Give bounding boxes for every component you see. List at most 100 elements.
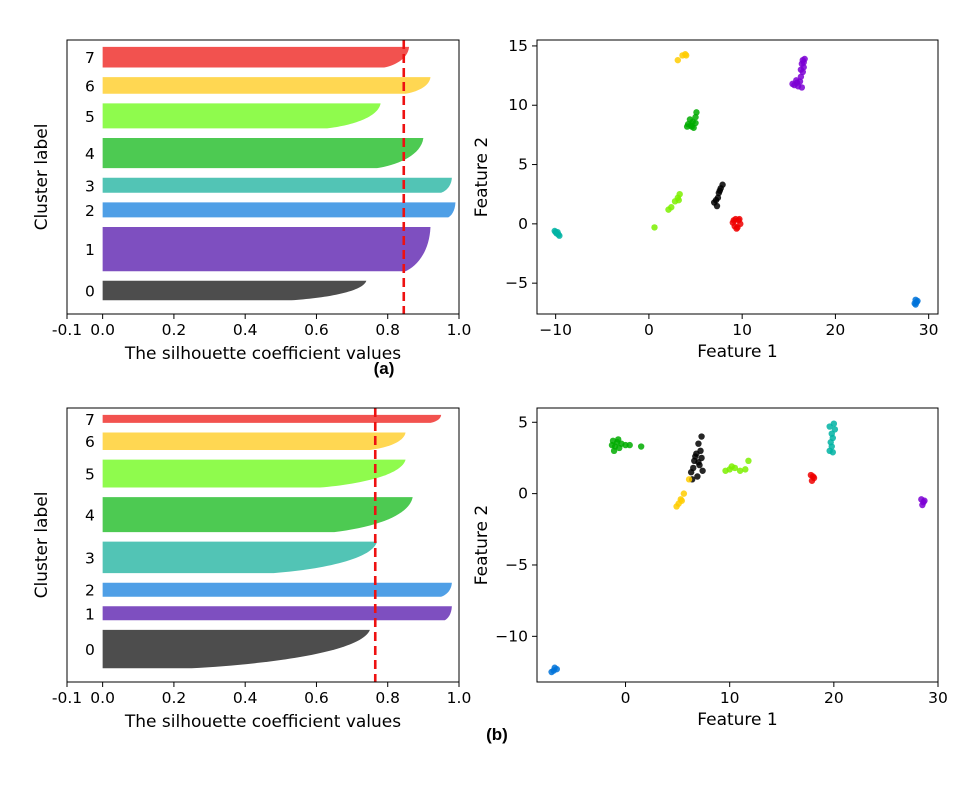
scatter-point-a-c6-2 — [674, 56, 682, 64]
cluster-label-b-0: 0 — [85, 641, 95, 659]
silhouette-bar-b-cluster-5 — [102, 459, 406, 488]
silhouette-bar-b-cluster-3 — [102, 541, 378, 574]
scatter-point-b-c4-4 — [608, 441, 616, 449]
scatter-point-b-c4-10 — [615, 436, 622, 443]
x-tick-label-sil-b: 0.8 — [375, 689, 400, 707]
silhouette-bar-a-cluster-4 — [102, 137, 424, 169]
x-tick-label-sil-b: 0.2 — [162, 689, 187, 707]
silhouette-plot-a: 0 1 2 3 4 5 6 7 -0.1 0.0 0.2 0.4 0.6 0.8 1.0 The silhou… — [32, 39, 472, 364]
cluster-label-a-7: 7 — [85, 49, 95, 67]
scatter-point-b-c4-9 — [610, 447, 618, 455]
x-tick-label-sc-a: −10 — [539, 321, 572, 339]
silhouette-bar-a-cluster-1 — [102, 226, 431, 272]
scatter-point-b-c7-3 — [809, 473, 817, 480]
scatter-point-b-c5-6 — [728, 463, 735, 470]
cluster-label-b-5: 5 — [85, 466, 95, 484]
x-tick-label-sil-b: -0.1 — [52, 689, 82, 707]
scatter-point-b-c3-8 — [829, 449, 837, 456]
silhouette-bar-a-cluster-5 — [102, 103, 381, 129]
cluster-label-b-1: 1 — [85, 605, 95, 623]
y-tick-label-sc-a: 0 — [518, 215, 528, 233]
scatter-point-a-c1-5 — [797, 73, 805, 80]
x-tick-label-sc-b: 10 — [720, 689, 740, 707]
scatter-point-a-c0-5 — [713, 202, 721, 210]
y-tick-label-sc-a: −5 — [505, 274, 528, 292]
scatter-point-a-c5-6 — [675, 196, 682, 204]
x-tick-label-sil-a: 0.8 — [375, 321, 400, 339]
scatter-point-a-c2-4 — [912, 301, 919, 308]
y-tick-label-sc-a: 10 — [508, 96, 528, 114]
panel-label-b: (b) — [486, 725, 508, 744]
x-tick-label-sil-b: 1.0 — [447, 689, 472, 707]
scatter-point-a-c6-3 — [683, 52, 690, 59]
x-tick-label-sc-b: 0 — [621, 689, 631, 707]
silhouette-bar-b-cluster-6 — [102, 432, 406, 450]
scatter-point-a-c1-13 — [797, 66, 805, 73]
silhouette-bar-a-cluster-0 — [102, 280, 367, 301]
x-tick-label-sc-a: 20 — [826, 321, 846, 339]
cluster-label-a-3: 3 — [85, 177, 95, 195]
scatter-point-b-c5-4 — [742, 466, 749, 473]
scatter-point-a-c1-14 — [793, 79, 801, 86]
x-tick-label-sil-a: 1.0 — [447, 321, 472, 339]
cluster-label-b-6: 6 — [85, 433, 95, 451]
scatter-point-b-c4-8 — [637, 443, 645, 450]
y-tick-label-sc-a: 15 — [508, 37, 528, 55]
x-tick-label-sil-a: 0.0 — [90, 321, 115, 339]
scatter-point-a-c4-6 — [686, 116, 694, 123]
scatter-point-b-c6-4 — [678, 497, 685, 504]
silhouette-bar-a-cluster-6 — [102, 77, 431, 94]
x-tick-label-sc-a: 30 — [919, 321, 939, 339]
silhouette-bar-b-cluster-7 — [102, 414, 442, 423]
scatter-point-a-c4-0 — [693, 109, 700, 116]
y-tick-label-sc-b: 5 — [518, 413, 528, 431]
scatter-point-b-c0-12 — [695, 459, 702, 466]
silhouette-bar-a-cluster-2 — [102, 202, 456, 218]
silhouette-bar-a-cluster-7 — [102, 46, 410, 68]
scatter-point-b-c6-3 — [673, 503, 680, 510]
scatter-point-a-c7-8 — [730, 217, 737, 224]
scatter-point-b-c0-8 — [699, 467, 706, 474]
scatter-point-b-c4-7 — [626, 441, 633, 449]
y-axis-label-sil-a: Cluster label — [32, 124, 52, 231]
scatter-point-b-c6-0 — [680, 490, 688, 497]
silhouette-plot-b: 0 1 2 3 4 5 6 7 -0.1 0.0 0.2 0.4 0.6 0.8 1.0 The silhou… — [32, 407, 472, 732]
silhouette-bar-b-cluster-1 — [102, 606, 452, 621]
x-axis-label-sc-a: Feature 1 — [697, 342, 777, 362]
cluster-label-a-5: 5 — [85, 108, 95, 126]
y-tick-label-sc-b: 0 — [518, 485, 528, 503]
cluster-label-a-1: 1 — [85, 241, 95, 259]
x-tick-label-sc-a: 0 — [644, 321, 654, 339]
x-tick-label-sil-b: 0.0 — [90, 689, 115, 707]
scatter-plot-a: −10 0 10 20 30 −5 0 5 10 15 Feature 1 Feature 2 — [472, 37, 939, 362]
y-axis-label-sc-a: Feature 2 — [472, 137, 492, 217]
axes-frame-sil-a — [66, 39, 460, 315]
cluster-label-a-6: 6 — [85, 77, 95, 95]
x-tick-label-sc-b: 20 — [824, 689, 844, 707]
scatter-point-a-c5-4 — [665, 206, 672, 213]
x-tick-label-sil-a: 0.4 — [233, 321, 258, 339]
scatter-point-b-c6-5 — [685, 476, 693, 483]
x-tick-label-sil-b: 0.4 — [233, 689, 258, 707]
cluster-label-a-4: 4 — [85, 145, 95, 163]
scatter-point-b-c0-10 — [694, 473, 701, 480]
cluster-label-a-0: 0 — [85, 283, 95, 301]
scatter-point-b-c1-3 — [921, 497, 928, 504]
scatter-point-b-c5-5 — [745, 457, 752, 465]
x-axis-label-sil-b: The silhouette coefficient values — [124, 712, 401, 732]
scatter-point-a-c4-1 — [692, 113, 699, 121]
x-tick-label-sil-a: 0.6 — [304, 321, 329, 339]
y-tick-label-sc-a: 5 — [518, 156, 528, 174]
scatter-point-a-c0-6 — [714, 194, 722, 201]
cluster-label-a-2: 2 — [85, 202, 95, 220]
silhouette-bar-a-cluster-3 — [102, 177, 452, 193]
scatter-point-a-c1-10 — [798, 84, 806, 91]
scatter-point-a-c1-12 — [800, 59, 807, 66]
x-axis-label-sil-a: The silhouette coefficient values — [124, 344, 401, 364]
silhouette-bar-b-cluster-2 — [102, 582, 452, 597]
scatter-point-b-c0-13 — [692, 453, 699, 460]
cluster-label-b-3: 3 — [85, 549, 95, 567]
scatter-point-a-c7-7 — [733, 225, 740, 232]
scatter-point-a-c5-5 — [651, 224, 658, 231]
